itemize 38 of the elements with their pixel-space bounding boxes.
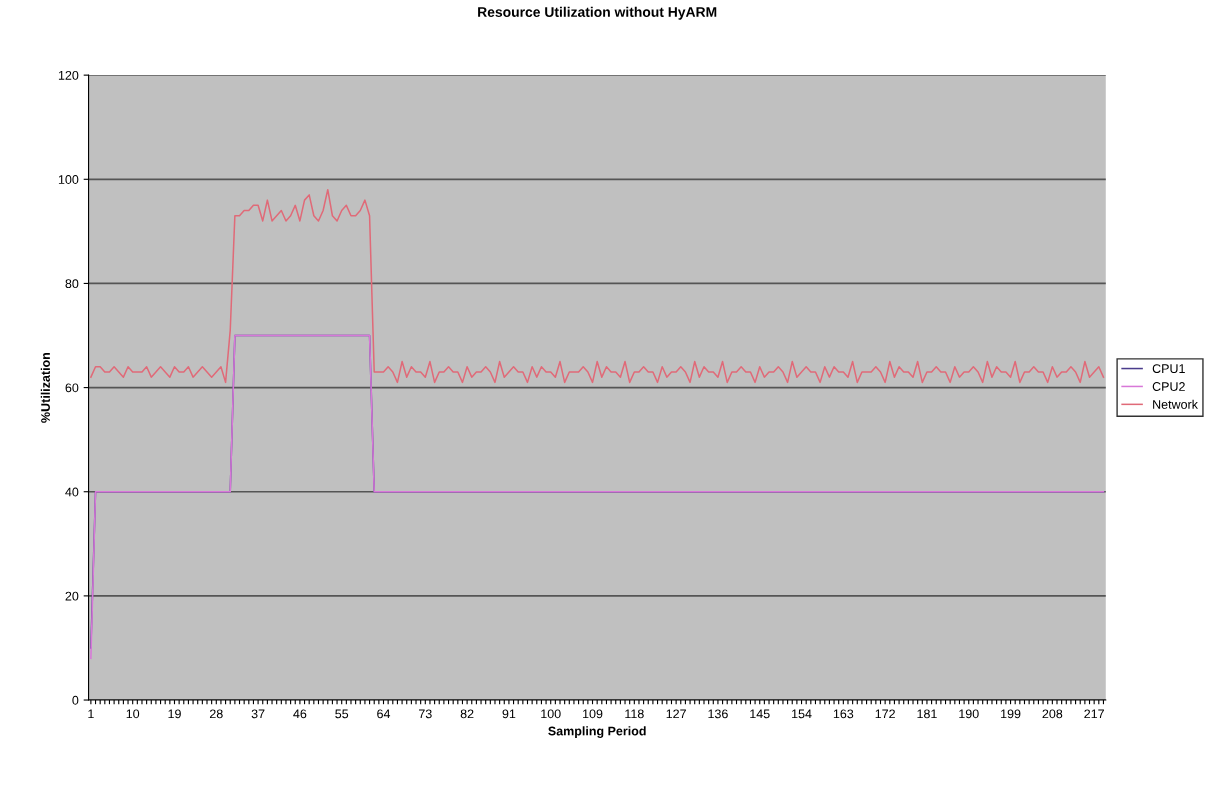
x-tick-label: 217 [1084,709,1104,719]
y-tick-label: 100 [58,175,79,184]
x-tick-label: 208 [1042,709,1063,719]
x-tick-label: 37 [251,709,265,719]
x-tick-label: 91 [502,709,516,719]
x-tick-label: 1 [88,709,94,719]
x-tick-label: 199 [1001,709,1021,719]
x-tick-label: 109 [583,709,603,719]
x-tick-label: 28 [209,709,223,719]
x-tick-label: 73 [419,709,432,719]
legend-label: CPU2 [1152,382,1185,391]
x-tick-label: 82 [460,709,474,719]
chart-title: Resource Utilization without HyARM [478,6,717,20]
y-tick-label: 120 [58,70,79,80]
x-tick-label: 64 [377,709,391,719]
y-tick-label: 40 [65,487,79,497]
x-tick-label: 136 [708,709,728,719]
x-tick-label: 181 [917,709,937,719]
legend-label: Network [1153,399,1198,409]
x-tick-label: 46 [293,709,307,719]
x-tick-label: 154 [792,709,812,719]
x-tick-label: 145 [750,709,770,719]
y-tick-label: 80 [65,279,79,289]
x-tick-label: 118 [625,709,644,719]
x-tick-label: 163 [833,709,854,719]
x-tick-label: 55 [335,709,349,719]
x-tick-label: 172 [875,709,895,719]
legend-label: CPU1 [1152,364,1185,374]
x-tick-label: 10 [126,709,140,719]
y-axis-title: %Utilization [40,352,50,423]
x-axis-title: Sampling Period [548,726,646,738]
y-tick-label: 0 [72,695,79,705]
x-tick-label: 190 [959,709,979,719]
y-tick-label: 60 [65,383,79,393]
x-tick-label: 19 [168,709,181,719]
y-tick-label: 20 [65,591,79,601]
x-tick-label: 100 [541,709,561,719]
x-tick-label: 127 [666,709,686,719]
